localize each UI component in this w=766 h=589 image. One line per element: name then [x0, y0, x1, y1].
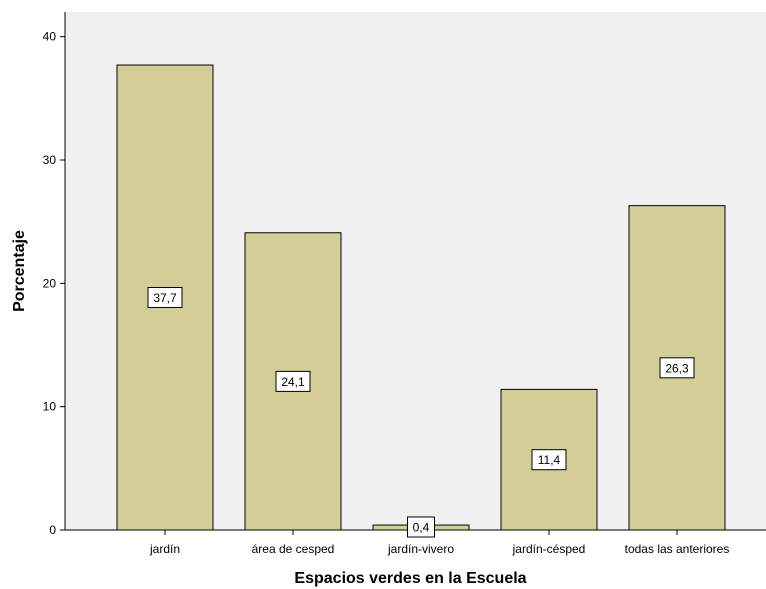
- y-tick-label: 0: [49, 523, 56, 537]
- data-label-box: [147, 287, 183, 309]
- x-tick-label: jardín-césped: [512, 542, 586, 556]
- axes-layer: jardín área de cesped jardín-vivero jardín-…: [43, 12, 766, 556]
- data-label: 11,4: [538, 453, 561, 467]
- data-label-box: [275, 370, 311, 392]
- x-axis-title: Espacios verdes en la Escuela: [294, 570, 526, 587]
- x-tick-label: área de cesped: [252, 542, 335, 556]
- data-labels-layer: 37,7 24,1 0,4 11,4 26,3: [147, 287, 695, 538]
- y-tick-label: 40: [43, 30, 57, 44]
- data-label: 37,7: [153, 291, 177, 305]
- data-label-box: [407, 516, 435, 538]
- data-label: 26,3: [665, 361, 689, 375]
- data-label-box: [659, 357, 695, 379]
- x-tick-label: jardín-vivero: [387, 542, 454, 556]
- y-axis-title: Porcentaje: [11, 230, 28, 312]
- x-tick-label: todas las anteriores: [625, 542, 730, 556]
- y-tick-label: 20: [43, 276, 57, 290]
- y-tick-label: 30: [43, 153, 57, 167]
- x-tick-label: jardín: [149, 542, 180, 556]
- data-label: 0,4: [413, 521, 430, 535]
- data-label-box: [531, 449, 567, 471]
- data-label: 24,1: [281, 375, 305, 389]
- y-tick-label: 10: [43, 400, 57, 414]
